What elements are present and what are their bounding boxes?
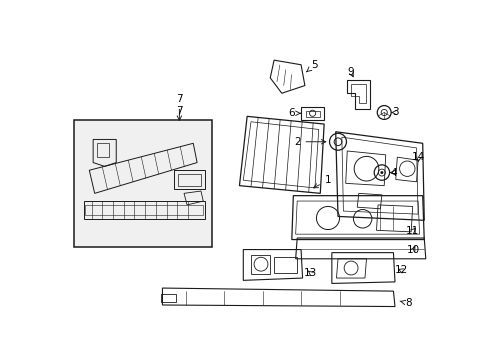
- Text: 7: 7: [176, 94, 183, 120]
- Text: 14: 14: [411, 152, 425, 162]
- Text: 3: 3: [391, 108, 398, 117]
- Text: 1: 1: [313, 175, 331, 188]
- Text: 6: 6: [288, 108, 300, 118]
- Text: 7: 7: [176, 106, 183, 116]
- Polygon shape: [74, 120, 212, 247]
- Text: 9: 9: [347, 67, 354, 77]
- Text: 12: 12: [394, 265, 407, 275]
- Text: 2: 2: [293, 137, 325, 147]
- Text: 5: 5: [306, 60, 318, 72]
- Text: 11: 11: [405, 226, 419, 236]
- Text: 8: 8: [399, 298, 411, 309]
- Text: 13: 13: [303, 267, 316, 278]
- Circle shape: [380, 171, 382, 174]
- Text: 10: 10: [406, 244, 419, 255]
- Text: 4: 4: [389, 167, 396, 177]
